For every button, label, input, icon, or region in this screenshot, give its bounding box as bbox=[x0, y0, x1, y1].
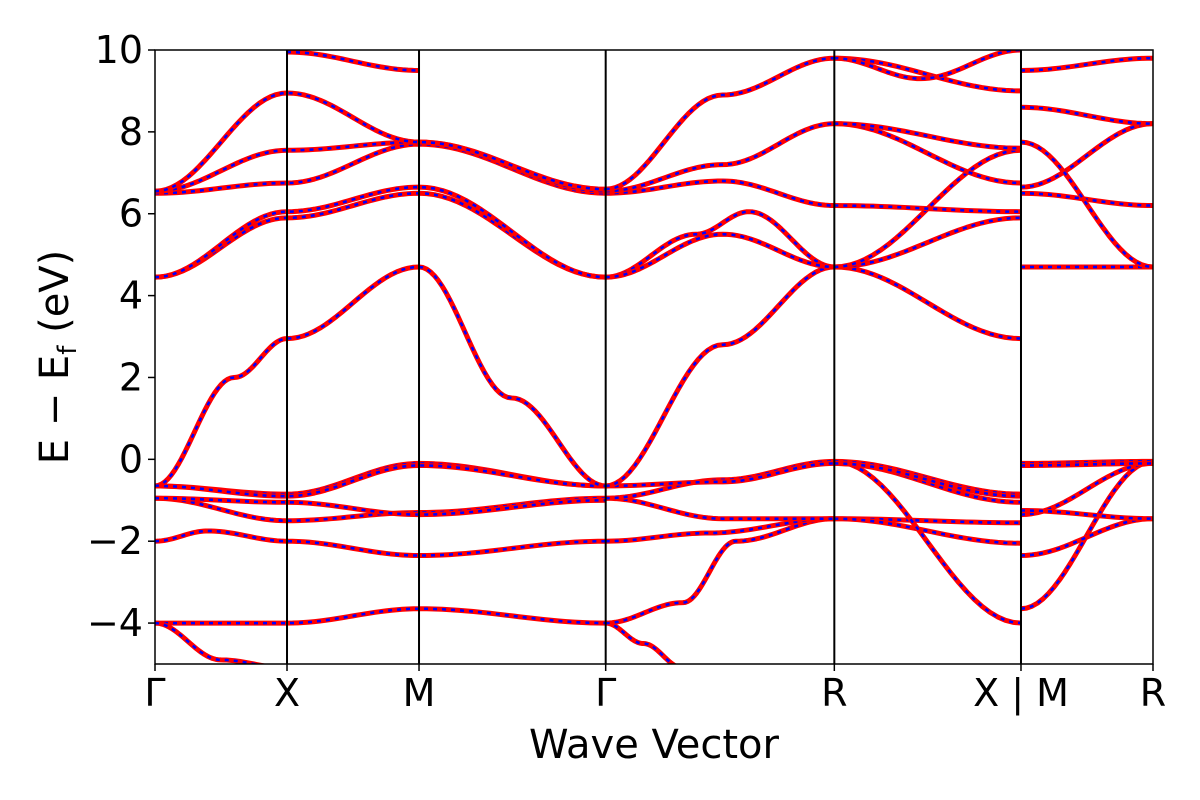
band-line-red bbox=[604, 620, 678, 664]
y-tick-label: −4 bbox=[87, 601, 143, 645]
x-tick-label: X bbox=[274, 671, 300, 715]
band-line-red bbox=[834, 516, 1022, 546]
kpoint-lines bbox=[286, 50, 1022, 664]
band-line-blue-dashed bbox=[155, 192, 606, 279]
band-line-red bbox=[605, 460, 835, 489]
band-line-blue-dashed bbox=[155, 529, 606, 557]
x-tick-label: M bbox=[403, 671, 436, 715]
band-line-red bbox=[605, 209, 835, 280]
band-line-blue-dashed bbox=[834, 216, 1022, 269]
band-line-red bbox=[605, 516, 835, 544]
band-line-blue-dashed bbox=[155, 91, 606, 193]
band-line-blue-dashed bbox=[605, 496, 835, 520]
band-line-blue-dashed bbox=[1020, 462, 1153, 467]
band-line-blue-dashed bbox=[605, 179, 835, 207]
y-axis-ticks: −4 −2 0 2 4 6 8 10 bbox=[87, 28, 155, 645]
band-line-red bbox=[155, 190, 606, 280]
x-tick-label: R bbox=[1140, 671, 1166, 715]
bands-layer bbox=[155, 50, 1153, 664]
band-line-blue-dashed bbox=[605, 462, 835, 488]
band-line-blue-dashed bbox=[834, 265, 1022, 340]
band-line-blue-dashed bbox=[1020, 192, 1153, 207]
y-tick-label: 8 bbox=[119, 110, 143, 154]
plot-frame bbox=[154, 49, 1154, 665]
band-line-blue-dashed bbox=[1020, 106, 1153, 125]
band-line-red bbox=[605, 264, 835, 489]
band-line-blue-dashed bbox=[1020, 140, 1153, 269]
band-line-red bbox=[834, 460, 1022, 499]
band-line-blue-dashed bbox=[155, 496, 606, 516]
x-tick-label: Γ bbox=[144, 671, 165, 715]
band-line-blue-dashed bbox=[605, 232, 835, 279]
y-axis-title-unit: (eV) bbox=[32, 250, 78, 346]
band-line-red bbox=[155, 620, 269, 664]
band-line-red bbox=[1020, 516, 1153, 559]
x-axis-title: Wave Vector bbox=[529, 722, 780, 768]
band-line-red bbox=[834, 121, 1022, 151]
band-line-red bbox=[605, 516, 835, 626]
band-line-blue-dashed bbox=[1020, 122, 1153, 189]
y-tick-label: 10 bbox=[95, 28, 143, 72]
band-line-blue-dashed bbox=[605, 122, 835, 193]
band-line-blue-dashed bbox=[286, 50, 420, 72]
y-tick-label: 6 bbox=[119, 192, 143, 236]
band-line-blue-dashed bbox=[155, 185, 606, 279]
band-line-blue-dashed bbox=[605, 265, 835, 488]
band-line-blue-dashed bbox=[834, 460, 1022, 625]
band-line-blue-dashed bbox=[155, 265, 606, 488]
x-tick-label: X | M bbox=[973, 671, 1069, 716]
band-line-blue-dashed bbox=[155, 464, 606, 498]
band-line-red bbox=[605, 495, 835, 522]
band-line-red bbox=[605, 231, 835, 280]
band-line-blue-dashed bbox=[834, 517, 1021, 525]
band-line-blue-dashed bbox=[1020, 56, 1153, 72]
x-axis-ticks: Γ X M Γ R X | M R bbox=[144, 664, 1166, 716]
y-tick-label: −2 bbox=[87, 519, 143, 563]
band-line-blue-dashed bbox=[834, 50, 1022, 80]
band-line-red bbox=[605, 55, 835, 192]
y-axis-title-main: E − E bbox=[32, 355, 78, 465]
y-tick-label: 0 bbox=[119, 437, 143, 481]
x-tick-label: R bbox=[821, 671, 847, 715]
band-line-blue-dashed bbox=[834, 204, 1021, 213]
band-line-blue-dashed bbox=[155, 607, 606, 625]
band-line-blue-dashed bbox=[605, 56, 835, 191]
y-tick-label: 4 bbox=[119, 274, 143, 318]
band-line-red bbox=[834, 121, 1022, 186]
band-line-red bbox=[155, 264, 606, 489]
band-line-blue-dashed bbox=[155, 142, 606, 195]
y-axis-title-subscript: f bbox=[53, 345, 83, 355]
y-axis-title: E − Ef (eV) bbox=[32, 250, 83, 465]
band-line-blue-dashed bbox=[1020, 509, 1153, 520]
band-line-red bbox=[834, 55, 1022, 94]
y-tick-label: 2 bbox=[119, 355, 143, 399]
x-tick-label: Γ bbox=[595, 671, 616, 715]
